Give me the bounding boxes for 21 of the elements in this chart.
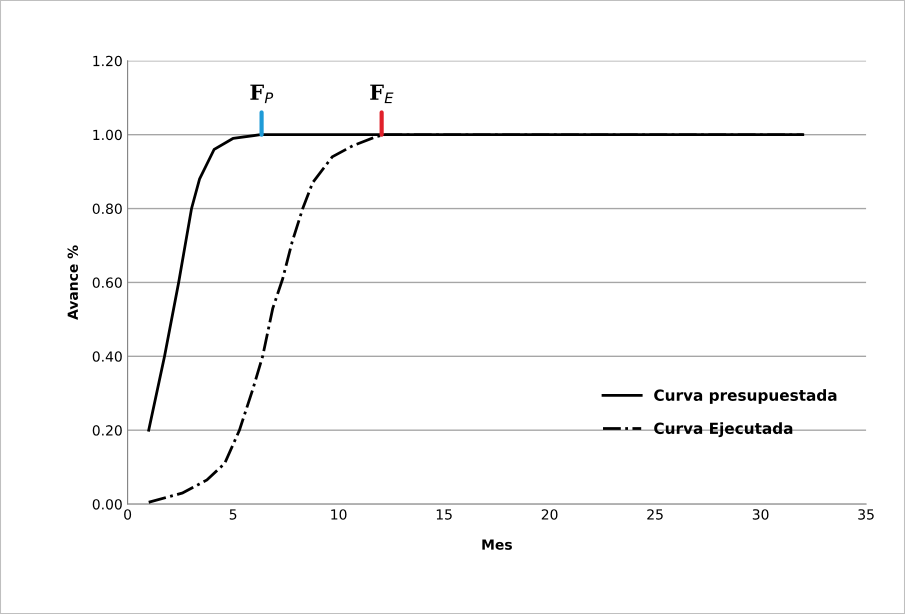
x-tick-label: 30: [752, 509, 768, 520]
y-tick-label: 0.20: [92, 425, 122, 436]
legend-label: Curva Ejecutada: [654, 422, 792, 438]
legend-label: Curva presupuestada: [654, 389, 836, 404]
y-tick-label: 0.40: [92, 351, 122, 362]
y-tick-label: 1.00: [93, 130, 122, 140]
y-tick-label: 0.80: [92, 204, 122, 214]
y-axis-title: Avance %: [68, 245, 78, 320]
annotation: F$_{E}$: [370, 84, 394, 104]
annotation: F$_{P}$: [250, 84, 274, 104]
x-tick-label: 20: [542, 509, 558, 520]
y-tick-label: 1.20: [93, 56, 122, 66]
y-tick-label: 0.60: [92, 277, 122, 288]
x-tick-label: 0: [124, 509, 132, 520]
x-tick-label: 10: [331, 509, 347, 520]
x-axis-title: Mes: [482, 539, 512, 550]
x-tick-label: 35: [858, 509, 874, 520]
x-tick-label: 5: [230, 509, 236, 520]
x-tick-label: 25: [647, 509, 663, 520]
y-tick-label: 0.00: [92, 499, 122, 510]
x-tick-label: 15: [436, 509, 452, 520]
